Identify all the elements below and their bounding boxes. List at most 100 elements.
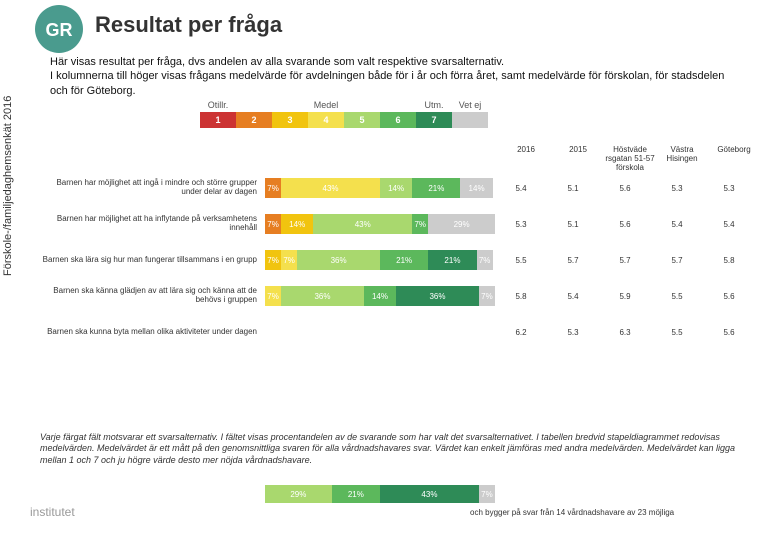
bar-segment: 21%: [412, 178, 460, 198]
stacked-bar: [265, 322, 495, 342]
table-row: Barnen ska känna glädjen av att lära sig…: [40, 286, 760, 306]
value-cell: 5.8: [703, 256, 755, 265]
intro-line1: Här visas resultat per fråga, dvs andele…: [50, 55, 730, 69]
bar-segment: 7%: [477, 250, 493, 270]
legend-box: 4: [308, 112, 344, 128]
footer-logo: institutet: [30, 505, 75, 519]
column-header: Göteborg: [708, 145, 760, 172]
value-cell: 5.3: [547, 328, 599, 337]
legend-label: Utm.: [416, 100, 452, 110]
bar-segment: 36%: [281, 286, 364, 306]
value-cells: 5.35.15.65.45.4: [495, 220, 755, 229]
stacked-bar: 7%36%14%36%7%: [265, 286, 495, 306]
value-cell: 6.2: [495, 328, 547, 337]
legend-label: Vet ej: [452, 100, 488, 110]
column-header: 2016: [500, 145, 552, 172]
footer-bar: 29%21%43%7%: [265, 485, 495, 503]
value-cell: 5.4: [651, 220, 703, 229]
legend-box: [452, 112, 488, 128]
legend-box: 3: [272, 112, 308, 128]
table-row: Barnen ska kunna byta mellan olika aktiv…: [40, 322, 760, 342]
legend-label: [380, 100, 416, 110]
value-cell: 5.3: [703, 184, 755, 193]
bar-segment: 7%: [265, 286, 281, 306]
explanation-text: Varje färgat fält motsvarar ett svarsalt…: [40, 432, 750, 466]
value-cell: 5.7: [599, 256, 651, 265]
bar-segment: 21%: [332, 485, 380, 503]
intro-text: Här visas resultat per fråga, dvs andele…: [50, 55, 730, 98]
question-label: Barnen ska lära sig hur man fungerar til…: [40, 256, 265, 265]
bar-segment: 14%: [281, 214, 313, 234]
bar-segment: 7%: [281, 250, 297, 270]
bar-segment: 7%: [479, 485, 495, 503]
value-cell: 5.1: [547, 184, 599, 193]
value-cell: 5.1: [547, 220, 599, 229]
bar-segment: 36%: [396, 286, 479, 306]
gr-logo: GR: [35, 5, 83, 53]
bar-segment: 7%: [412, 214, 428, 234]
bar-segment: 14%: [364, 286, 396, 306]
value-cell: 5.4: [547, 292, 599, 301]
stacked-bar: 7%43%14%21%14%: [265, 178, 495, 198]
value-cell: 5.8: [495, 292, 547, 301]
bar-segment: 14%: [460, 178, 492, 198]
question-label: Barnen har möjlighet att ha inflytande p…: [40, 215, 265, 233]
value-cell: 6.3: [599, 328, 651, 337]
question-label: Barnen ska känna glädjen av att lära sig…: [40, 287, 265, 305]
legend-box: 1: [200, 112, 236, 128]
bar-segment: 43%: [313, 214, 412, 234]
column-header: Höstväde rsgatan 51-57 förskola: [604, 145, 656, 172]
intro-line2: I kolumnerna till höger visas frågans me…: [50, 69, 730, 98]
sidebar-survey-title: Förskole-/familjedaghemsenkät 2016: [2, 96, 14, 276]
bar-segment: 21%: [428, 250, 476, 270]
table-row: Barnen ska lära sig hur man fungerar til…: [40, 250, 760, 270]
legend-label: [344, 100, 380, 110]
value-cell: 5.4: [703, 220, 755, 229]
question-label: Barnen har möjlighet att ingå i mindre o…: [40, 179, 265, 197]
question-label: Barnen ska kunna byta mellan olika aktiv…: [40, 328, 265, 337]
bar-segment: 14%: [380, 178, 412, 198]
column-header: 2015: [552, 145, 604, 172]
bar-segment: 7%: [265, 178, 281, 198]
value-cell: 5.6: [703, 292, 755, 301]
bar-segment: 7%: [479, 286, 495, 306]
bar-segment: 7%: [265, 214, 281, 234]
svg-text:GR: GR: [46, 20, 73, 40]
value-cell: 5.3: [495, 220, 547, 229]
stacked-bar: 7%7%36%21%21%7%: [265, 250, 495, 270]
legend-label: Otillr.: [200, 100, 236, 110]
legend-box: 6: [380, 112, 416, 128]
value-cell: 5.7: [651, 256, 703, 265]
legend: Otillr. Medel Utm.Vet ej 1234567: [200, 100, 570, 128]
value-cells: 5.45.15.65.35.3: [495, 184, 755, 193]
legend-label: [236, 100, 272, 110]
value-cell: 5.6: [599, 220, 651, 229]
value-cells: 6.25.36.35.55.6: [495, 328, 755, 337]
results-table: 20162015Höstväde rsgatan 51-57 förskolaV…: [40, 145, 760, 358]
legend-label: Medel: [308, 100, 344, 110]
value-cell: 5.6: [599, 184, 651, 193]
footer-note: och bygger på svar från 14 vårdnadshavar…: [470, 508, 674, 517]
table-row: Barnen har möjlighet att ingå i mindre o…: [40, 178, 760, 198]
legend-label: [272, 100, 308, 110]
legend-box: 2: [236, 112, 272, 128]
value-cell: 5.5: [495, 256, 547, 265]
bar-segment: 7%: [265, 250, 281, 270]
page-title: Resultat per fråga: [95, 12, 282, 38]
legend-box: 7: [416, 112, 452, 128]
column-header: Västra Hisingen: [656, 145, 708, 172]
value-cell: 5.4: [495, 184, 547, 193]
value-cell: 5.6: [703, 328, 755, 337]
value-cell: 5.3: [651, 184, 703, 193]
bar-segment: 36%: [297, 250, 380, 270]
stacked-bar: 7%14%43%7%29%: [265, 214, 495, 234]
bar-segment: 29%: [428, 214, 495, 234]
table-row: Barnen har möjlighet att ha inflytande p…: [40, 214, 760, 234]
value-cells: 5.85.45.95.55.6: [495, 292, 755, 301]
bar-segment: 29%: [265, 485, 332, 503]
bar-segment: 43%: [380, 485, 479, 503]
bar-segment: 43%: [281, 178, 380, 198]
value-cell: 5.7: [547, 256, 599, 265]
legend-box: 5: [344, 112, 380, 128]
value-cell: 5.5: [651, 328, 703, 337]
